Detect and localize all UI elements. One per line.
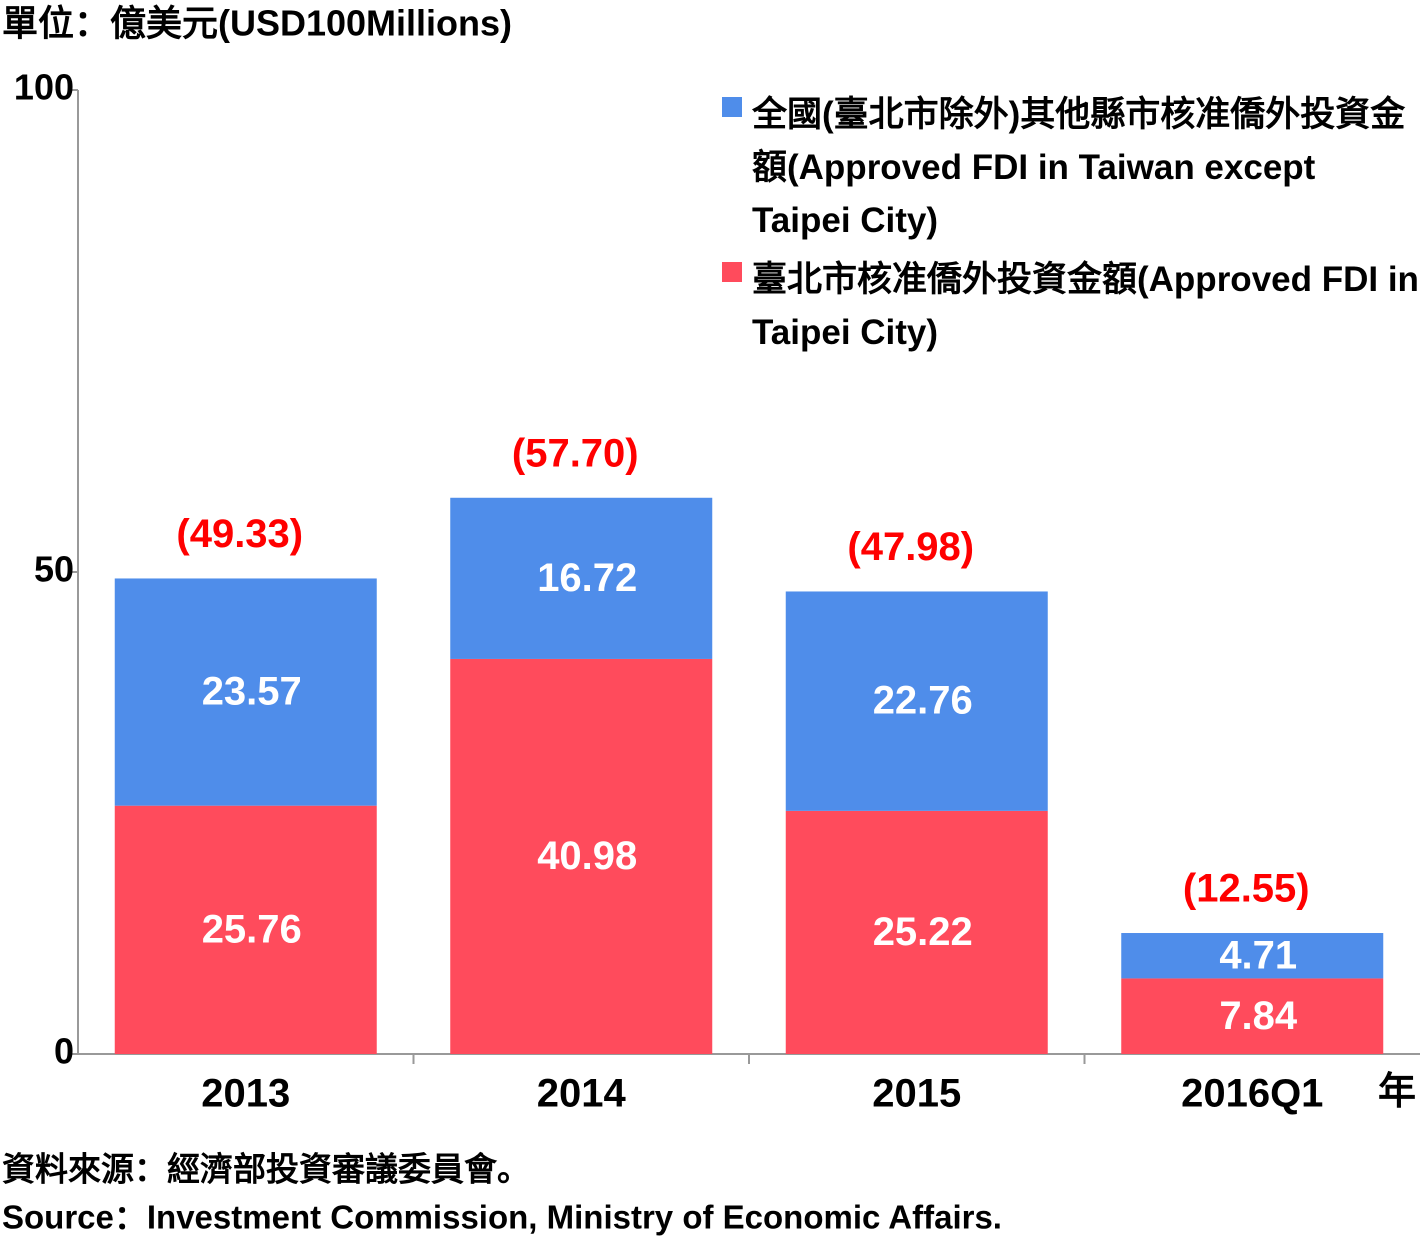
value-label: 22.76 xyxy=(873,679,973,723)
bar-segment xyxy=(785,591,1048,811)
y-axis-label: 單位：億美元(USD100Millions) xyxy=(2,3,512,44)
total-label: (49.33) xyxy=(176,512,303,556)
bar-segment xyxy=(785,810,1048,1054)
bar-segment xyxy=(114,805,377,1054)
legend-label: 臺北市核准僑外投資金額(Approved FDI in Taipei City) xyxy=(752,260,1419,352)
value-label: 25.22 xyxy=(873,910,973,954)
y-tick-label: 0 xyxy=(54,1031,74,1072)
bar-segment xyxy=(450,497,713,659)
bar-segment xyxy=(114,578,377,806)
y-tick-label: 100 xyxy=(14,67,74,108)
source-en: Source：Investment Commission, Ministry o… xyxy=(2,1199,1002,1236)
x-axis-label: 年 xyxy=(1378,1071,1416,1113)
total-label: (57.70) xyxy=(512,431,639,475)
value-label: 7.84 xyxy=(1219,994,1298,1038)
source-zh: 資料來源：經濟部投資審議委員會。 xyxy=(2,1151,530,1188)
x-tick-label: 2013 xyxy=(201,1072,290,1116)
total-label: (12.55) xyxy=(1183,867,1310,911)
total-label: (47.98) xyxy=(847,525,974,569)
legend-swatch xyxy=(722,262,742,282)
legend-item: 全國(臺北市除外)其他縣市核准僑外投資金額(Approved FDI in Ta… xyxy=(722,88,1422,247)
legend: 全國(臺北市除外)其他縣市核准僑外投資金額(Approved FDI in Ta… xyxy=(722,88,1422,365)
legend-item: 臺北市核准僑外投資金額(Approved FDI in Taipei City) xyxy=(722,253,1422,359)
value-label: 16.72 xyxy=(537,556,637,600)
x-tick-label: 2016Q1 xyxy=(1181,1072,1323,1116)
value-label: 4.71 xyxy=(1219,933,1297,977)
value-label: 40.98 xyxy=(537,834,637,878)
bar-segment xyxy=(450,658,713,1054)
x-tick-label: 2015 xyxy=(872,1072,961,1116)
legend-swatch xyxy=(722,97,742,117)
y-tick-label: 50 xyxy=(34,549,74,590)
legend-label: 全國(臺北市除外)其他縣市核准僑外投資金額(Approved FDI in Ta… xyxy=(752,95,1406,240)
x-tick-label: 2014 xyxy=(537,1072,627,1116)
value-label: 23.57 xyxy=(202,670,302,714)
value-label: 25.76 xyxy=(202,907,302,951)
bar-segment xyxy=(1121,933,1384,979)
bar-segment xyxy=(1121,978,1384,1054)
